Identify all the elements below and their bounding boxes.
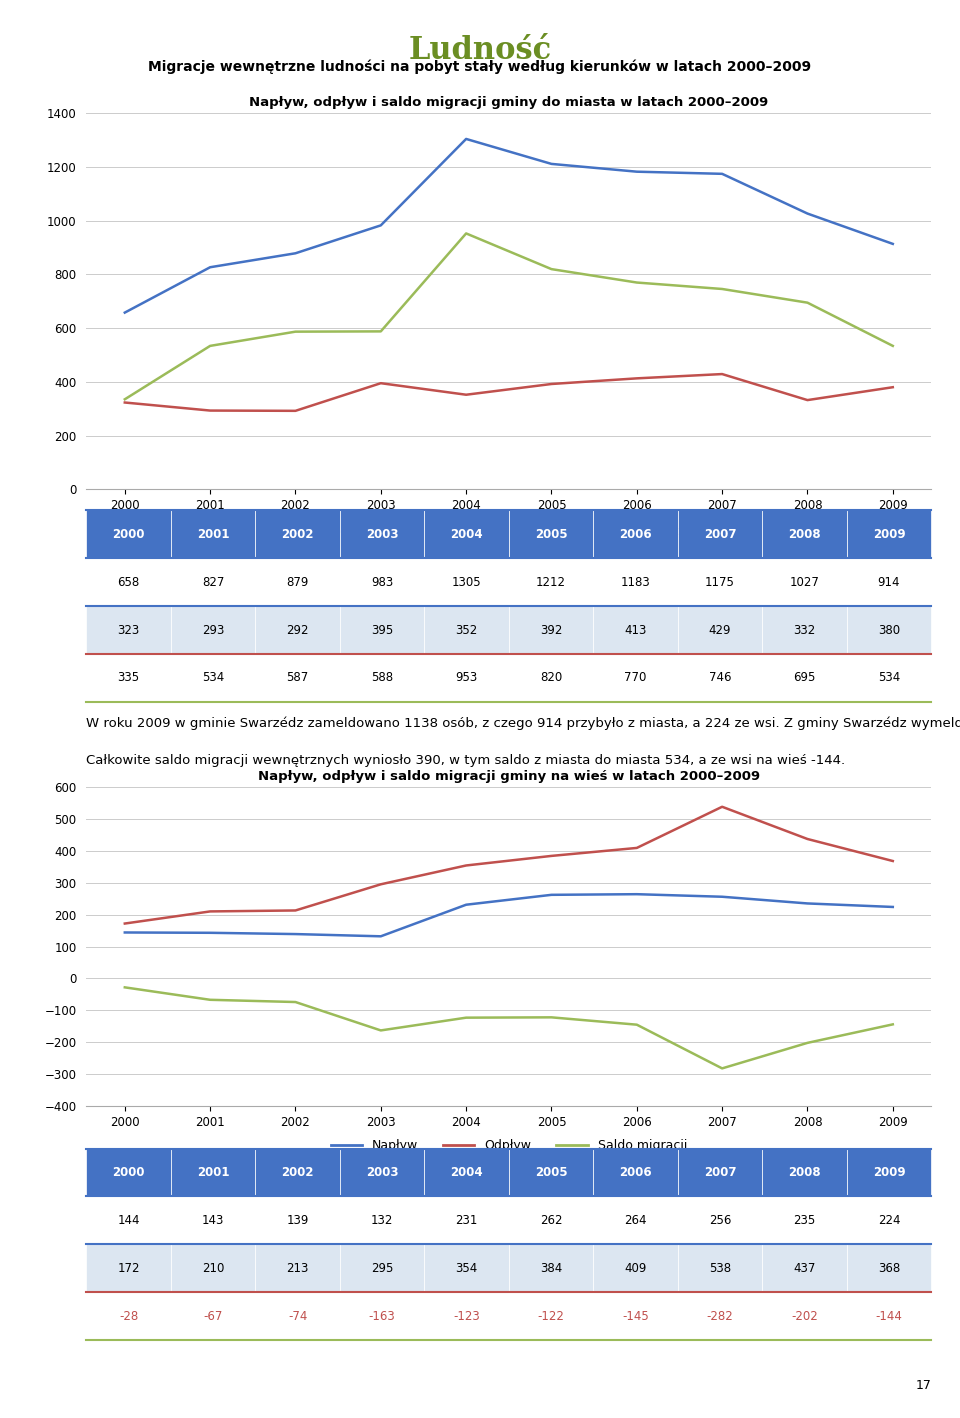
Text: 2003: 2003 xyxy=(366,1166,398,1178)
Text: 295: 295 xyxy=(371,1262,394,1275)
Text: 264: 264 xyxy=(624,1214,647,1227)
Text: 409: 409 xyxy=(624,1262,647,1275)
Text: 139: 139 xyxy=(286,1214,309,1227)
Text: 2003: 2003 xyxy=(366,527,398,540)
Text: -74: -74 xyxy=(288,1310,307,1323)
Text: 323: 323 xyxy=(117,624,140,637)
Text: 172: 172 xyxy=(117,1262,140,1275)
Text: 827: 827 xyxy=(202,576,225,588)
Text: 2006: 2006 xyxy=(619,527,652,540)
Text: 380: 380 xyxy=(877,624,900,637)
Text: 231: 231 xyxy=(455,1214,478,1227)
Text: 587: 587 xyxy=(286,672,309,685)
Text: 914: 914 xyxy=(877,576,900,588)
Text: 392: 392 xyxy=(540,624,563,637)
Text: -144: -144 xyxy=(876,1310,902,1323)
Text: -122: -122 xyxy=(538,1310,564,1323)
Text: 368: 368 xyxy=(877,1262,900,1275)
Legend: Napływ, Odpływ, Saldo migracji: Napływ, Odpływ, Saldo migracji xyxy=(325,520,692,543)
Text: 1175: 1175 xyxy=(705,576,735,588)
Text: 879: 879 xyxy=(286,576,309,588)
Text: 2007: 2007 xyxy=(704,527,736,540)
Text: 437: 437 xyxy=(793,1262,816,1275)
Text: 354: 354 xyxy=(455,1262,478,1275)
Text: 1027: 1027 xyxy=(789,576,820,588)
Text: W roku 2009 w gminie Swarzédz zameldowano 1138 osób, z czego 914 przybyło z mia: W roku 2009 w gminie Swarzédz zameldowa… xyxy=(86,716,960,730)
Text: 2000: 2000 xyxy=(112,1166,145,1178)
Text: 335: 335 xyxy=(117,672,140,685)
Text: 983: 983 xyxy=(371,576,394,588)
Text: 534: 534 xyxy=(877,672,900,685)
Text: 1183: 1183 xyxy=(621,576,650,588)
Title: Napływ, odpływ i saldo migracji gminy na wieś w latach 2000–2009: Napływ, odpływ i saldo migracji gminy na… xyxy=(257,770,760,783)
Text: 2008: 2008 xyxy=(788,527,821,540)
Text: 2001: 2001 xyxy=(197,527,229,540)
Text: 352: 352 xyxy=(455,624,478,637)
Text: 235: 235 xyxy=(793,1214,816,1227)
Text: 746: 746 xyxy=(708,672,732,685)
Text: 224: 224 xyxy=(877,1214,900,1227)
Text: 429: 429 xyxy=(708,624,732,637)
Text: 2006: 2006 xyxy=(619,1166,652,1178)
Text: -67: -67 xyxy=(204,1310,223,1323)
Text: 1305: 1305 xyxy=(452,576,481,588)
Text: 2002: 2002 xyxy=(281,1166,314,1178)
Text: 2004: 2004 xyxy=(450,527,483,540)
Text: -202: -202 xyxy=(791,1310,818,1323)
Text: 658: 658 xyxy=(117,576,140,588)
Text: -282: -282 xyxy=(707,1310,733,1323)
Text: 143: 143 xyxy=(202,1214,225,1227)
Text: 17: 17 xyxy=(915,1380,931,1392)
Text: Ludność: Ludność xyxy=(408,35,552,67)
Text: Całkowite saldo migracji wewnętrznych wyniosło 390, w tym saldo z miasta do mias: Całkowite saldo migracji wewnętrznych wy… xyxy=(86,754,846,767)
Text: 770: 770 xyxy=(624,672,647,685)
Text: 413: 413 xyxy=(624,624,647,637)
Text: 292: 292 xyxy=(286,624,309,637)
Text: 2001: 2001 xyxy=(197,1166,229,1178)
Text: 588: 588 xyxy=(371,672,394,685)
Text: 144: 144 xyxy=(117,1214,140,1227)
Text: 293: 293 xyxy=(202,624,225,637)
Text: 262: 262 xyxy=(540,1214,563,1227)
Text: 2004: 2004 xyxy=(450,1166,483,1178)
Text: 384: 384 xyxy=(540,1262,563,1275)
Text: 695: 695 xyxy=(793,672,816,685)
Text: 2009: 2009 xyxy=(873,1166,905,1178)
Text: -123: -123 xyxy=(453,1310,480,1323)
Text: 332: 332 xyxy=(793,624,816,637)
Text: -28: -28 xyxy=(119,1310,138,1323)
Text: 2007: 2007 xyxy=(704,1166,736,1178)
Text: 2009: 2009 xyxy=(873,527,905,540)
Title: Napływ, odpływ i saldo migracji gminy do miasta w latach 2000–2009: Napływ, odpływ i saldo migracji gminy do… xyxy=(250,96,768,109)
Text: 2000: 2000 xyxy=(112,527,145,540)
Text: 132: 132 xyxy=(371,1214,394,1227)
Text: 538: 538 xyxy=(708,1262,732,1275)
Text: 2005: 2005 xyxy=(535,1166,567,1178)
Text: 2002: 2002 xyxy=(281,527,314,540)
Text: 534: 534 xyxy=(202,672,225,685)
Text: 2005: 2005 xyxy=(535,527,567,540)
Text: 213: 213 xyxy=(286,1262,309,1275)
Text: 953: 953 xyxy=(455,672,478,685)
Text: -145: -145 xyxy=(622,1310,649,1323)
Text: 2008: 2008 xyxy=(788,1166,821,1178)
Legend: Napływ, Odpływ, Saldo migracji: Napływ, Odpływ, Saldo migracji xyxy=(325,1134,692,1157)
Text: -163: -163 xyxy=(369,1310,396,1323)
Text: 820: 820 xyxy=(540,672,563,685)
Text: 1212: 1212 xyxy=(536,576,566,588)
Text: 395: 395 xyxy=(371,624,394,637)
Text: Migracje wewnętrzne ludności na pobyt stały według kierunków w latach 2000–2009: Migracje wewnętrzne ludności na pobyt st… xyxy=(149,60,811,74)
Text: 256: 256 xyxy=(708,1214,732,1227)
Text: 210: 210 xyxy=(202,1262,225,1275)
